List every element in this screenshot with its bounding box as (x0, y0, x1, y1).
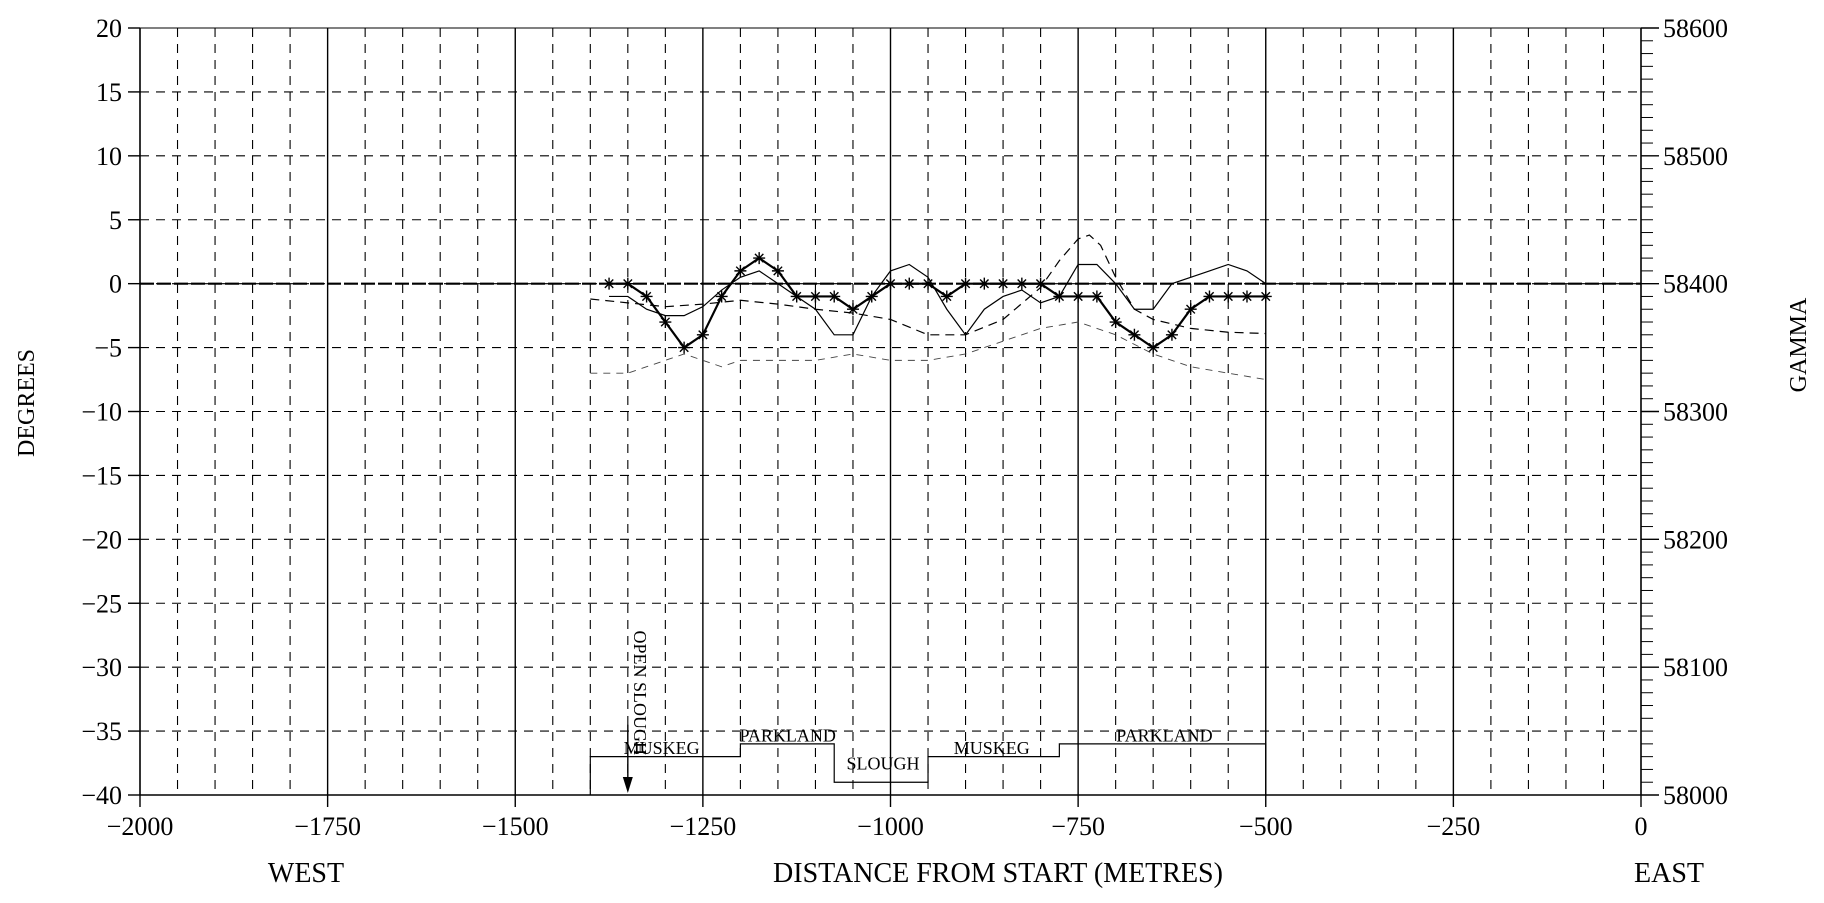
series-line-solid (609, 263, 1267, 336)
y2-tick-label: 58100 (1663, 653, 1728, 682)
y2-tick-label: 58500 (1663, 142, 1728, 171)
y-tick-label: −20 (81, 525, 122, 554)
grid (140, 27, 1641, 795)
series-point-star (846, 303, 859, 316)
series-point-star (1165, 328, 1178, 341)
series-group (140, 234, 1641, 380)
series-point-star (621, 277, 634, 290)
west-label: WEST (268, 858, 344, 889)
series-point-star (753, 252, 766, 265)
series-point-star (1128, 328, 1141, 341)
y-tick-label: −5 (94, 334, 122, 363)
series-point-star (734, 264, 747, 277)
series-point-star (828, 290, 841, 303)
y2-tick-label: 58300 (1663, 398, 1728, 427)
terrain-zone-label: SLOUGH (846, 753, 919, 773)
series-point-star (1109, 316, 1122, 329)
series-point-star (978, 277, 991, 290)
series-point-star (1034, 277, 1047, 290)
y-tick-label: 0 (109, 270, 122, 299)
series-point-star (678, 341, 691, 354)
y-tick-label: −35 (81, 717, 122, 746)
series-point-star (1184, 303, 1197, 316)
y-tick-label: −15 (81, 461, 122, 490)
x-tick-label: −1250 (670, 812, 737, 841)
tick-labels: 20 15 10 5 0 −5 −10 −15 −20 −25 −30 −35 −40 58600 5850… (81, 14, 1728, 841)
y2-tick-label: 58000 (1663, 781, 1728, 810)
y-axis-label: DEGREES (14, 349, 40, 457)
series-point-star (1203, 290, 1216, 303)
series-point-star (696, 328, 709, 341)
series-point-star (1240, 290, 1253, 303)
x-tick-label: 0 (1635, 812, 1648, 841)
x-tick-label: −250 (1427, 812, 1481, 841)
x-tick-label: −500 (1239, 812, 1293, 841)
series-point-star (715, 290, 728, 303)
series-point-star (884, 277, 897, 290)
series-point-star (1147, 341, 1160, 354)
series-point-star (1259, 290, 1272, 303)
y-tick-label: −25 (81, 589, 122, 618)
y-tick-label: 5 (109, 206, 122, 235)
x-tick-label: −750 (1051, 812, 1105, 841)
series-point-star (640, 290, 653, 303)
east-label: EAST (1634, 858, 1704, 889)
x-tick-label: −1000 (857, 812, 924, 841)
terrain-outline (589, 743, 1267, 795)
y-tick-label: 20 (96, 14, 122, 43)
series-point-star (940, 290, 953, 303)
series-point-star (997, 277, 1010, 290)
terrain-zone-label: MUSKEG (954, 738, 1030, 758)
y2-tick-label: 58400 (1663, 270, 1728, 299)
y2-tick-label: 58200 (1663, 525, 1728, 554)
series-point-star (603, 277, 616, 290)
terrain-zone-label: MUSKEG (624, 738, 700, 758)
series-point-star (1072, 290, 1085, 303)
y2-axis-label: GAMMA (1786, 297, 1812, 392)
series-point-star (922, 277, 935, 290)
series-point-star (959, 277, 972, 290)
terrain-profile: MUSKEG PARKLAND SLOUGH MUSKEG PARKLAND OPEN S… (589, 630, 1267, 795)
terrain-zone-label: PARKLAND (740, 725, 836, 745)
y-tick-label: −40 (81, 781, 122, 810)
series-point-star (1090, 290, 1103, 303)
series-point-star (903, 277, 916, 290)
series-point-star (771, 264, 784, 277)
open-slough-marker-arrow (622, 777, 633, 793)
series-point-star (659, 316, 672, 329)
open-slough-label: OPEN SLOUGH (630, 630, 650, 755)
terrain-zone-label: PARKLAND (1116, 725, 1212, 745)
x-axis-label: DISTANCE FROM START (METRES) (773, 858, 1223, 889)
y2-tick-label: 58600 (1663, 14, 1728, 43)
series-line-dashed (590, 234, 1266, 336)
y-tick-label: −10 (81, 398, 122, 427)
series-point-star (809, 290, 822, 303)
x-tick-label: −2000 (107, 812, 174, 841)
series-point-star (1222, 290, 1235, 303)
series-point-star (1015, 277, 1028, 290)
y-tick-label: 15 (96, 78, 122, 107)
y-tick-label: −30 (81, 653, 122, 682)
x-tick-label: −1750 (294, 812, 361, 841)
y-tick-label: 10 (96, 142, 122, 171)
x-tick-label: −1500 (482, 812, 549, 841)
